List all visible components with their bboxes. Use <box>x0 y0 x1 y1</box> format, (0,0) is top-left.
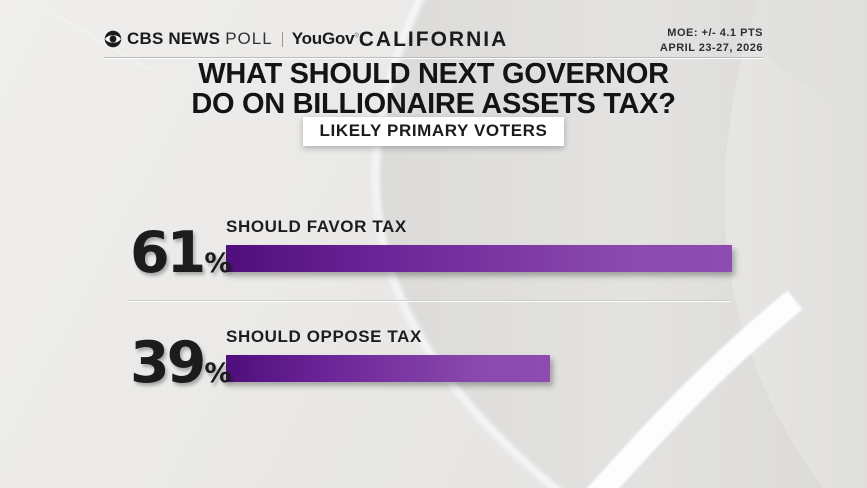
header-divider <box>104 57 763 58</box>
brand-yougov: YouGov® <box>291 29 359 48</box>
bar <box>226 245 732 272</box>
bar-row: 39% SHOULD OPPOSE TAX <box>130 324 750 391</box>
moe-line2: APRIL 23-27, 2026 <box>659 42 763 55</box>
title-line1: WHAT SHOULD NEXT GOVERNOR <box>198 58 669 90</box>
title-line2: DO ON BILLIONAIRE ASSETS TAX? <box>191 88 676 121</box>
bar-value-number: 39 <box>130 329 206 396</box>
brand-lockup: CBS NEWS POLL YouGov® <box>104 29 359 49</box>
bar-row: 61% SHOULD FAVOR TAX <box>130 214 750 281</box>
row-divider <box>128 300 732 301</box>
trademark-mark: ® <box>354 33 359 40</box>
bar-group: SHOULD OPPOSE TAX <box>226 327 750 382</box>
percent-sign: % <box>204 247 232 279</box>
bar <box>226 355 550 382</box>
audience-badge: LIKELY PRIMARY VOTERS <box>302 117 565 146</box>
moe-note: MOE: +/- 4.1 PTS APRIL 23-27, 2026 <box>660 26 763 57</box>
bar-value: 61% <box>130 224 231 281</box>
percent-sign: % <box>204 357 232 389</box>
cbs-eye-logo <box>104 30 122 48</box>
moe-line1: MOE: +/- 4.1 PTS <box>667 27 763 39</box>
poll-question-title: WHAT SHOULD NEXT GOVERNOR DO ON BILLIONA… <box>0 59 867 119</box>
bar-chart: 61% SHOULD FAVOR TAX 39% SHOULD OPPOSE T… <box>130 214 750 391</box>
bar-label: SHOULD FAVOR TAX <box>226 217 407 236</box>
region-label: CALIFORNIA <box>358 28 509 51</box>
bar-value-number: 61 <box>130 219 206 286</box>
brand-cbs-news: CBS NEWS <box>127 29 221 48</box>
brand-separator <box>281 31 283 47</box>
brand-poll: POLL <box>225 29 273 48</box>
bar-group: SHOULD FAVOR TAX <box>226 217 750 272</box>
bar-value: 39% <box>130 334 231 391</box>
bar-label: SHOULD OPPOSE TAX <box>226 327 422 346</box>
